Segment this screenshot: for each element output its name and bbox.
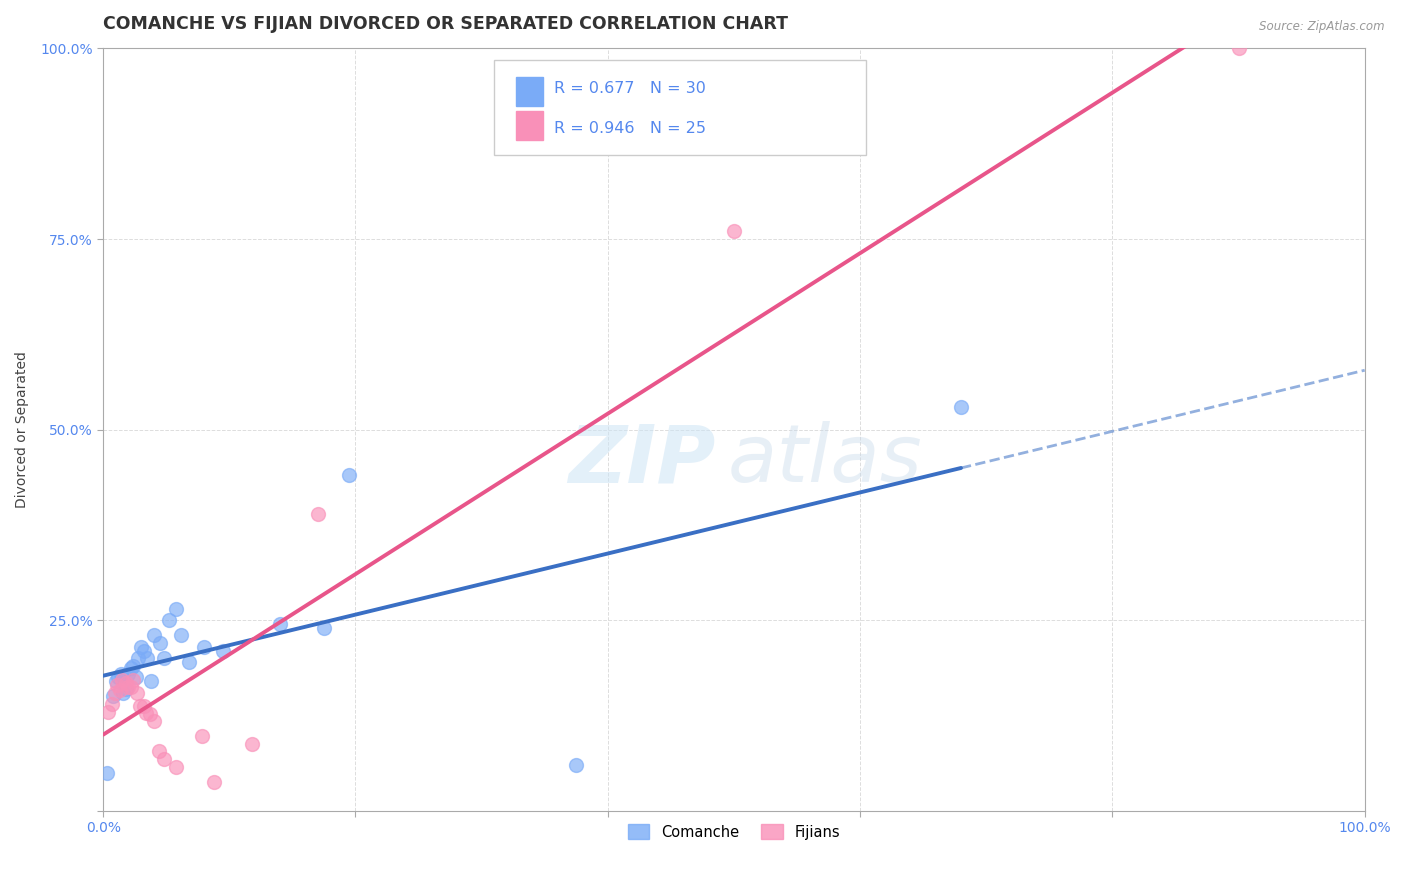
Point [170, 628, 193, 642]
Legend: Comanche, Fijians: Comanche, Fijians [621, 819, 846, 846]
Point [127, 686, 149, 700]
Point [122, 673, 145, 687]
Point [190, 729, 212, 743]
Point [142, 628, 165, 642]
FancyBboxPatch shape [516, 78, 544, 106]
Point [157, 613, 180, 627]
FancyBboxPatch shape [495, 60, 866, 155]
Text: R = 0.677   N = 30: R = 0.677 N = 30 [554, 80, 706, 95]
Point [1227, 41, 1250, 55]
Point [120, 660, 142, 674]
Text: atlas: atlas [728, 421, 922, 500]
Point [165, 759, 187, 773]
Point [129, 640, 152, 654]
Point [111, 673, 134, 687]
Point [152, 752, 174, 766]
Point [96, 765, 118, 780]
Point [101, 697, 124, 711]
Point [122, 659, 145, 673]
Point [132, 644, 155, 658]
FancyBboxPatch shape [516, 111, 544, 140]
Point [136, 651, 159, 665]
Y-axis label: Divorced or Separated: Divorced or Separated [15, 351, 30, 508]
Point [177, 655, 200, 669]
Point [135, 706, 157, 721]
Point [949, 400, 972, 414]
Point [112, 686, 135, 700]
Point [103, 686, 125, 700]
Point [125, 670, 148, 684]
Point [139, 674, 162, 689]
Point [148, 744, 170, 758]
Point [142, 714, 165, 728]
Point [107, 670, 129, 684]
Point [97, 705, 120, 719]
Point [117, 666, 139, 681]
Point [108, 683, 131, 698]
Point [128, 698, 150, 713]
Point [212, 644, 235, 658]
Point [337, 468, 360, 483]
Point [103, 690, 125, 704]
Point [120, 680, 142, 694]
Point [105, 678, 128, 692]
Point [202, 775, 225, 789]
Point [139, 706, 162, 721]
Text: R = 0.946   N = 25: R = 0.946 N = 25 [554, 121, 706, 136]
Point [115, 675, 138, 690]
Point [240, 737, 263, 751]
Point [132, 698, 155, 713]
Point [723, 224, 745, 238]
Point [104, 674, 127, 689]
Text: Source: ZipAtlas.com: Source: ZipAtlas.com [1260, 20, 1385, 33]
Point [110, 666, 132, 681]
Point [115, 681, 138, 696]
Text: ZIP: ZIP [568, 421, 716, 500]
Point [127, 651, 149, 665]
Point [312, 621, 335, 635]
Text: COMANCHE VS FIJIAN DIVORCED OR SEPARATED CORRELATION CHART: COMANCHE VS FIJIAN DIVORCED OR SEPARATED… [103, 15, 789, 33]
Point [193, 640, 215, 654]
Point [165, 602, 187, 616]
Point [152, 651, 174, 665]
Point [117, 681, 139, 695]
Point [149, 636, 172, 650]
Point [269, 617, 291, 632]
Point [307, 507, 329, 521]
Point [565, 758, 588, 772]
